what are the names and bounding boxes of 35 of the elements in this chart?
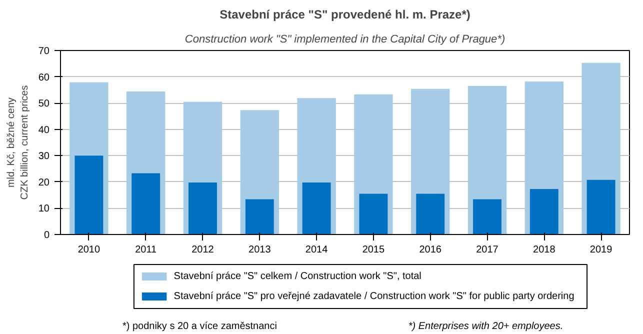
y-tick-label: 30 xyxy=(38,151,50,162)
y-tick-label: 70 xyxy=(38,46,50,57)
bar xyxy=(302,182,331,234)
x-tick-label: 2011 xyxy=(135,244,158,256)
bar xyxy=(188,182,217,234)
y-axis-title: mld. Kč, běžné ceny CZK billion, current prices xyxy=(6,85,30,200)
y-tick-label: 40 xyxy=(38,124,50,136)
bar xyxy=(473,199,502,234)
y-tick-label: 0 xyxy=(44,230,50,241)
x-tick-label: 2019 xyxy=(590,244,613,256)
y-tick-label: 20 xyxy=(38,177,50,188)
bar xyxy=(359,194,388,234)
bar xyxy=(416,194,445,234)
legend-label: Stavební práce "S" pro veřejné zadavatele / Construction work "S" for public party ordering xyxy=(174,291,574,302)
x-tick-label: 2013 xyxy=(248,244,272,256)
text: *) podniky s 20 a více zaměstnanci xyxy=(122,321,277,332)
x-tick-label: 2016 xyxy=(419,244,442,256)
bar xyxy=(586,180,616,234)
x-tick-label: 2010 xyxy=(78,244,101,256)
bar xyxy=(245,199,274,234)
y-tick-label: 10 xyxy=(38,204,50,215)
bar xyxy=(530,189,558,234)
x-tick-label: 2015 xyxy=(362,244,386,256)
chart-subtitle: Construction work "S" implemented in the Capital City of Prague*) xyxy=(184,34,506,46)
x-tick-label: 2012 xyxy=(192,244,214,256)
bar xyxy=(132,173,160,234)
chart-title: Stavební práce "S" provedené hl. m. Praze*) xyxy=(220,8,470,22)
x-tick-label: 2018 xyxy=(533,244,556,256)
legend-label: Stavební práce "S" celkem / Construction work "S", total xyxy=(174,271,422,282)
x-tick-label: 2017 xyxy=(476,244,499,256)
text: *) Enterprises with 20+ employees. xyxy=(408,321,564,332)
y-tick-label: 50 xyxy=(38,98,50,110)
x-tick-label: 2014 xyxy=(305,244,328,256)
y-tick-label: 60 xyxy=(38,72,50,84)
bar xyxy=(74,156,104,234)
